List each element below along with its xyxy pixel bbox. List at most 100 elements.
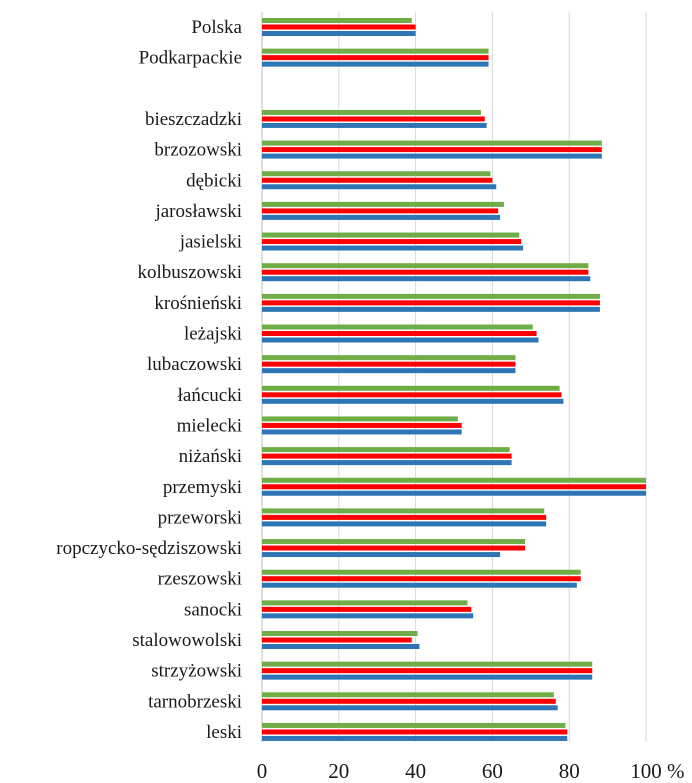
category-label: leski: [206, 722, 242, 743]
bar: [262, 355, 516, 361]
bar: [262, 631, 418, 636]
bar: [262, 637, 412, 643]
bar: [262, 722, 566, 728]
x-tick-label: 100: [630, 759, 662, 783]
x-tick-label: 40: [405, 759, 426, 783]
category-label: Podkarpackie: [139, 48, 242, 69]
bar: [262, 276, 591, 282]
bar: [262, 147, 602, 153]
bar: [262, 368, 516, 374]
category-label: jarosławski: [154, 201, 242, 222]
bar: [262, 122, 487, 128]
bar: [262, 171, 491, 177]
bar: [262, 208, 499, 214]
bar: [262, 576, 581, 582]
bar: [262, 552, 501, 558]
bar: [262, 293, 600, 299]
bar: [262, 735, 568, 741]
bar: [262, 269, 589, 275]
bars: [262, 18, 646, 741]
bar: [262, 447, 510, 453]
bar: [262, 337, 539, 343]
category-label: tarnobrzeski: [148, 691, 242, 712]
bar: [262, 263, 589, 269]
bar: [262, 692, 554, 698]
bar: [262, 48, 489, 54]
bar: [262, 600, 468, 606]
bar: [262, 698, 556, 704]
bar: [262, 245, 524, 251]
bar: [262, 398, 564, 404]
bar: [262, 490, 646, 496]
bar: [262, 184, 497, 190]
bar: [262, 729, 568, 735]
bar: [262, 239, 522, 245]
x-tick-label: 80: [559, 759, 580, 783]
bar: [262, 361, 516, 367]
bar: [262, 539, 526, 545]
bar: [262, 453, 512, 459]
bar: [262, 668, 593, 674]
bar: [262, 385, 560, 391]
category-label: strzyżowski: [151, 661, 242, 682]
bar: [262, 661, 593, 667]
bar: [262, 422, 462, 428]
bar: [262, 55, 489, 61]
bar: [262, 644, 420, 649]
bar: [262, 484, 646, 490]
category-label: Polska: [191, 17, 242, 38]
bar: [262, 674, 593, 680]
category-label: dębicki: [186, 170, 242, 191]
category-label: niżański: [179, 446, 242, 467]
bar: [262, 31, 416, 36]
category-labels: Polska Podkarpackie bieszczadzki brzozowski…: [56, 17, 242, 743]
category-label: leżajski: [184, 324, 242, 345]
bar: [262, 521, 547, 527]
category-label: lubaczowski: [147, 354, 242, 375]
bar: [262, 116, 485, 122]
x-tick-label: 0: [257, 759, 268, 783]
bar: [262, 18, 412, 23]
grid-lines: [261, 12, 647, 742]
category-label: przemyski: [163, 477, 242, 498]
category-label: kolbuszowski: [138, 262, 243, 283]
x-tick-label: 60: [482, 759, 503, 783]
bar: [262, 613, 474, 619]
category-label: bieszczadzki: [145, 109, 242, 130]
bar: [262, 177, 493, 183]
bar: [262, 606, 472, 612]
bar: [262, 705, 558, 711]
bar: [262, 545, 526, 551]
category-label: brzozowski: [154, 140, 242, 161]
category-label: przeworski: [158, 507, 242, 528]
bar: [262, 214, 501, 220]
bar: [262, 460, 512, 466]
bar: [262, 300, 600, 306]
bar: [262, 140, 602, 146]
bar: [262, 429, 462, 435]
bar: [262, 569, 581, 575]
bar: [262, 416, 458, 422]
bar: [262, 201, 504, 207]
category-label: ropczycko-sędziszowski: [56, 538, 242, 559]
category-label: jasielski: [179, 232, 242, 253]
category-label: łańcucki: [178, 385, 242, 406]
bar: [262, 508, 545, 514]
category-label: mielecki: [177, 415, 242, 436]
bar: [262, 153, 602, 159]
bar: [262, 324, 533, 330]
bar: [262, 331, 537, 336]
bar: [262, 109, 481, 115]
bar: [262, 477, 646, 483]
bar: [262, 392, 562, 398]
bar: [262, 24, 416, 30]
category-label: sanocki: [184, 599, 242, 620]
bar: [262, 61, 489, 67]
category-label: stalowowolski: [132, 630, 242, 651]
x-unit-label: %: [667, 759, 685, 783]
bar: [262, 582, 577, 588]
category-label: krośnieński: [154, 293, 242, 314]
x-tick-label: 20: [328, 759, 349, 783]
bar: [262, 514, 547, 520]
